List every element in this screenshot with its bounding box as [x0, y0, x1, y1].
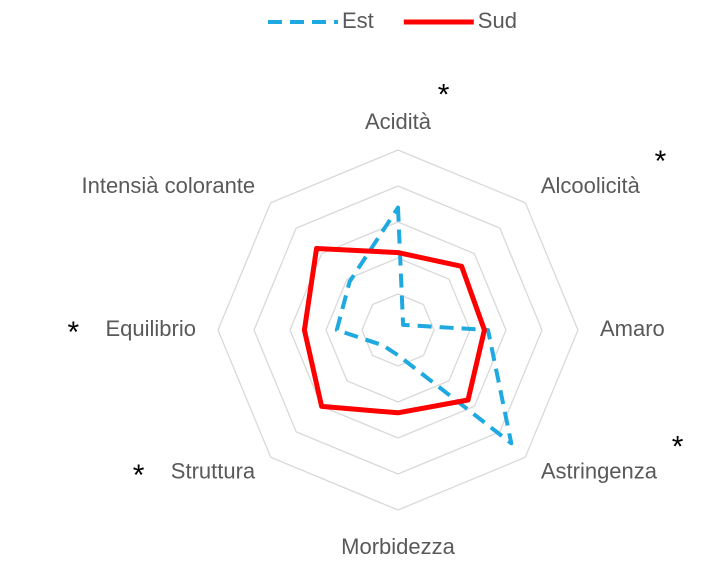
axis-label: Amaro — [600, 316, 665, 341]
axis-label: Astringenza — [541, 459, 658, 484]
axis-label: Alcoolicità — [541, 173, 641, 198]
grid-ring — [217, 149, 579, 511]
series-line — [301, 246, 487, 416]
annotation: * — [133, 459, 145, 492]
axis-label: Acidità — [365, 109, 432, 134]
axis-label: Equilibrio — [106, 316, 197, 341]
annotation: * — [672, 431, 684, 464]
grid-ring — [361, 293, 435, 367]
series-line — [334, 205, 514, 446]
annotation: * — [68, 316, 80, 349]
legend-label: Est — [342, 8, 374, 33]
grid-ring — [253, 185, 543, 475]
axis-label: Intensià colorante — [81, 173, 255, 198]
annotation: * — [438, 79, 450, 112]
axis-label: Struttura — [171, 459, 256, 484]
axis-label: Morbidezza — [341, 534, 455, 559]
annotation: * — [655, 145, 667, 178]
legend-label: Sud — [478, 8, 517, 33]
grid-ring — [325, 257, 471, 403]
